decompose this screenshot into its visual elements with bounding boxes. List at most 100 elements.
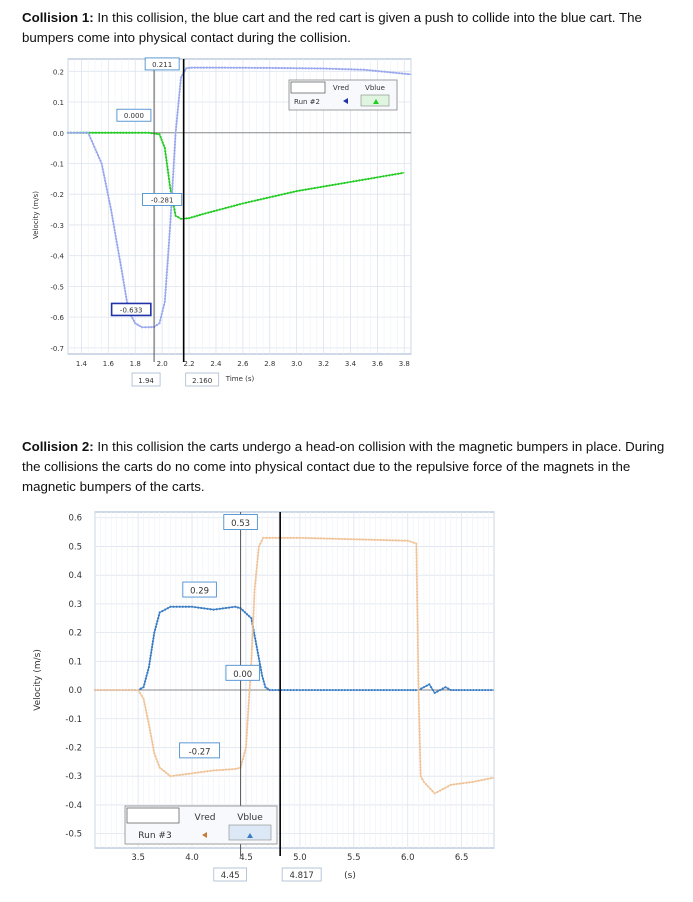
data-point xyxy=(99,159,102,162)
data-point xyxy=(157,763,160,766)
data-point xyxy=(165,277,168,280)
data-point xyxy=(150,737,153,740)
data-point xyxy=(233,204,236,207)
data-point xyxy=(483,778,486,781)
data-point xyxy=(484,688,487,692)
data-point xyxy=(172,173,175,176)
data-point xyxy=(232,66,235,69)
data-point xyxy=(436,690,439,693)
data-point xyxy=(261,677,265,680)
x-tick-labels: 3.5 4.0 4.5 5.0 5.5 6.0 6.5 xyxy=(131,853,468,863)
data-point xyxy=(252,606,255,609)
data-point xyxy=(292,688,295,692)
data-point xyxy=(255,645,258,649)
data-point xyxy=(243,752,246,755)
data-point xyxy=(386,70,389,74)
data-point xyxy=(66,131,70,134)
data-point xyxy=(419,775,422,778)
data-point xyxy=(160,138,163,141)
data-point xyxy=(242,755,245,758)
y-tick-label: 0.4 xyxy=(68,571,82,581)
data-point xyxy=(197,606,200,609)
data-point xyxy=(245,613,249,616)
data-point xyxy=(418,739,421,742)
data-point xyxy=(419,766,422,769)
cursor-label-box xyxy=(131,372,161,387)
data-point xyxy=(144,131,147,134)
y-tick-label: 0.1 xyxy=(53,99,64,107)
data-point xyxy=(172,774,175,777)
data-point xyxy=(184,773,187,776)
data-point xyxy=(331,537,334,540)
data-point xyxy=(110,131,113,134)
data-point xyxy=(172,164,175,167)
data-point xyxy=(172,170,175,173)
data-point xyxy=(149,654,152,657)
data-point xyxy=(307,187,310,191)
data-point xyxy=(418,721,421,724)
data-point xyxy=(433,792,436,795)
data-point xyxy=(355,538,358,541)
data-point xyxy=(289,688,292,692)
data-point xyxy=(400,539,403,542)
legend-vblue-swatch xyxy=(360,94,390,107)
data-point xyxy=(160,312,163,316)
data-point xyxy=(487,688,490,692)
data-point xyxy=(352,538,355,541)
data-point xyxy=(258,660,261,663)
data-point xyxy=(271,688,274,692)
x-tick-label: 2.8 xyxy=(264,360,275,368)
data-point xyxy=(215,769,218,772)
data-point xyxy=(304,67,307,70)
data-point xyxy=(394,688,397,692)
legend: Vred Vblue Run #3 xyxy=(124,805,278,845)
x-tick-labels: 1.4 1.6 1.8 2.0 2.2 2.4 2.6 2.8 3.0 3.2 3.4 3.6 3.8 xyxy=(76,360,410,368)
data-point xyxy=(168,235,171,238)
data-point xyxy=(251,642,254,645)
data-point xyxy=(344,68,347,71)
data-point xyxy=(116,243,119,246)
data-point xyxy=(298,536,301,539)
data-point xyxy=(471,780,474,784)
data-point xyxy=(449,688,452,692)
data-point xyxy=(173,146,176,149)
data-point xyxy=(295,688,298,692)
data-point xyxy=(208,66,212,69)
data-point xyxy=(172,205,175,208)
legend-vblue-marker xyxy=(373,99,379,104)
data-point xyxy=(472,688,475,692)
data-point xyxy=(155,132,158,136)
data-point xyxy=(262,680,265,683)
data-point xyxy=(325,537,328,540)
cursor-label-box xyxy=(213,867,247,882)
data-point xyxy=(455,688,458,692)
data-point xyxy=(415,584,419,587)
data-point xyxy=(218,607,221,610)
data-point xyxy=(280,66,283,70)
data-point xyxy=(69,131,72,134)
data-point xyxy=(406,539,409,542)
data-point xyxy=(253,199,256,202)
legend-run-label: Run #3 xyxy=(138,831,171,841)
data-point xyxy=(316,537,319,540)
data-point xyxy=(268,536,271,539)
data-point xyxy=(245,728,249,731)
data-point xyxy=(174,137,177,140)
data-point xyxy=(425,684,428,687)
data-point xyxy=(117,252,120,255)
data-point xyxy=(409,540,412,543)
data-point xyxy=(463,688,466,692)
data-point xyxy=(105,185,108,188)
data-point xyxy=(177,96,181,99)
data-point xyxy=(209,769,212,772)
data-point xyxy=(247,698,251,702)
data-point xyxy=(250,657,253,660)
y-tick-label: -0.2 xyxy=(65,743,82,753)
data-point xyxy=(259,668,263,672)
data-point xyxy=(313,537,316,540)
data-point xyxy=(111,220,115,223)
data-point xyxy=(184,605,187,608)
data-point xyxy=(325,688,328,692)
data-point xyxy=(75,131,78,134)
data-point xyxy=(107,131,110,134)
